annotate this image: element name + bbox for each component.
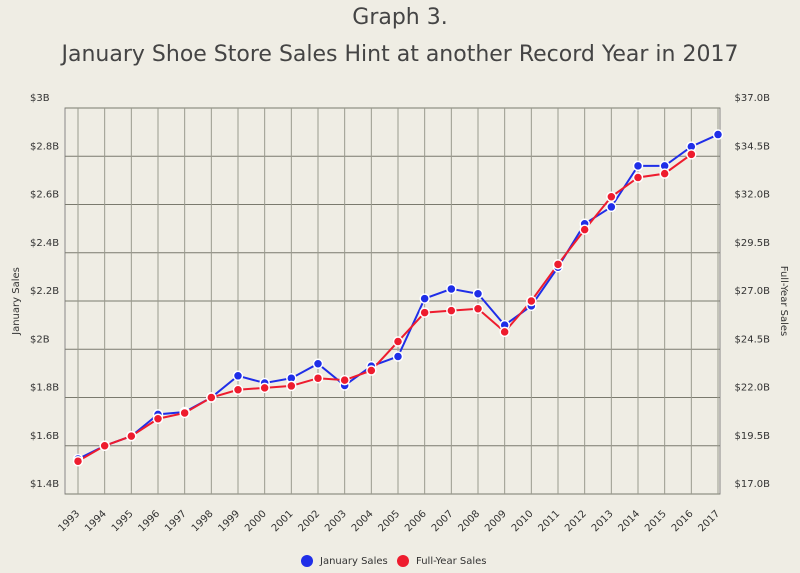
- y-tick-label: $2.8B: [30, 141, 59, 152]
- y2-axis-title: Full-Year Sales: [778, 266, 789, 337]
- data-point: [312, 358, 324, 369]
- x-tick-label: 1996: [136, 508, 162, 534]
- data-point: [152, 413, 164, 424]
- y2-tick-label: $24.5B: [735, 334, 771, 345]
- x-tick-label: 2003: [323, 508, 349, 534]
- data-point: [286, 380, 297, 392]
- data-point: [446, 305, 457, 316]
- x-tick-label: 1999: [216, 508, 242, 534]
- x-tick-label: 1998: [190, 508, 216, 534]
- data-point: [526, 295, 537, 307]
- x-tick-label: 2010: [510, 508, 536, 534]
- data-point: [419, 307, 430, 318]
- y2-tick-label: $37.0B: [735, 93, 771, 104]
- x-tick-label: 2007: [430, 508, 456, 534]
- x-tick-label: 2001: [270, 508, 296, 534]
- data-point: [179, 407, 190, 419]
- data-point: [632, 160, 644, 172]
- series-line: [77, 153, 692, 463]
- y-tick-label: $3B: [30, 93, 50, 104]
- data-point: [392, 336, 404, 347]
- y2-tick-label: $22.0B: [735, 383, 771, 394]
- data-point: [579, 224, 590, 235]
- y2-tick-label: $27.0B: [735, 286, 771, 297]
- data-point: [126, 430, 137, 442]
- x-tick-label: 2009: [483, 508, 509, 534]
- data-point: [392, 351, 404, 362]
- y-tick-label: $1.6B: [30, 431, 59, 442]
- chart-subtitle: January Shoe Store Sales Hint at another…: [60, 42, 739, 67]
- data-point: [712, 129, 724, 140]
- x-tick-label: 2013: [590, 508, 616, 534]
- y-tick-label: $1.8B: [30, 383, 59, 394]
- data-point: [339, 374, 350, 386]
- data-point: [632, 172, 644, 183]
- x-tick-label: 2012: [563, 508, 589, 534]
- data-point: [232, 384, 244, 396]
- data-point: [72, 455, 84, 467]
- x-tick-label: 1997: [163, 508, 189, 534]
- data-point: [552, 259, 564, 270]
- data-point: [366, 365, 377, 376]
- x-tick-label: 2011: [536, 508, 562, 534]
- x-tick-label: 2000: [243, 508, 269, 534]
- x-tick-label: 2016: [670, 508, 696, 534]
- y2-tick-label: $34.5B: [735, 141, 771, 152]
- y-tick-label: $2B: [30, 334, 50, 345]
- x-tick-label: 2006: [403, 508, 429, 534]
- y-tick-label: $2.2B: [30, 286, 59, 297]
- data-point: [606, 201, 617, 213]
- x-tick-label: 1994: [83, 508, 109, 534]
- x-tick-label: 2017: [696, 508, 722, 534]
- chart-title: Graph 3.: [352, 5, 447, 30]
- data-point: [499, 326, 510, 338]
- x-tick-label: 2014: [616, 508, 642, 534]
- x-tick-label: 2008: [456, 508, 482, 534]
- x-tick-label: 2004: [350, 508, 376, 534]
- data-point: [312, 372, 324, 384]
- data-point: [419, 293, 430, 304]
- x-tick-label: 2002: [296, 508, 322, 534]
- data-point: [606, 191, 617, 203]
- x-tick-label: 1995: [110, 508, 136, 534]
- data-point: [472, 303, 484, 314]
- y2-tick-label: $19.5B: [735, 431, 771, 442]
- legend-marker: [397, 555, 409, 567]
- y-tick-label: $2.6B: [30, 190, 59, 201]
- y2-tick-label: $29.5B: [735, 238, 771, 249]
- x-tick-label: 2015: [643, 508, 669, 534]
- y-tick-label: $1.4B: [30, 479, 59, 490]
- legend-label: January Sales: [319, 556, 388, 567]
- data-point: [99, 440, 110, 451]
- data-point: [232, 370, 244, 382]
- data-point: [259, 382, 270, 394]
- y-axis-title: January Sales: [11, 267, 22, 336]
- y2-tick-label: $17.0B: [735, 479, 771, 490]
- x-tick-label: 1993: [56, 508, 82, 534]
- legend-marker: [301, 555, 313, 567]
- data-point: [686, 149, 697, 160]
- data-point: [659, 168, 670, 179]
- data-point: [472, 288, 484, 300]
- y-tick-label: $2.4B: [30, 238, 59, 249]
- y2-tick-label: $32.0B: [735, 190, 771, 201]
- data-point: [446, 283, 457, 295]
- x-tick-label: 2005: [376, 508, 402, 534]
- data-point: [206, 392, 217, 403]
- legend-label: Full-Year Sales: [416, 556, 487, 567]
